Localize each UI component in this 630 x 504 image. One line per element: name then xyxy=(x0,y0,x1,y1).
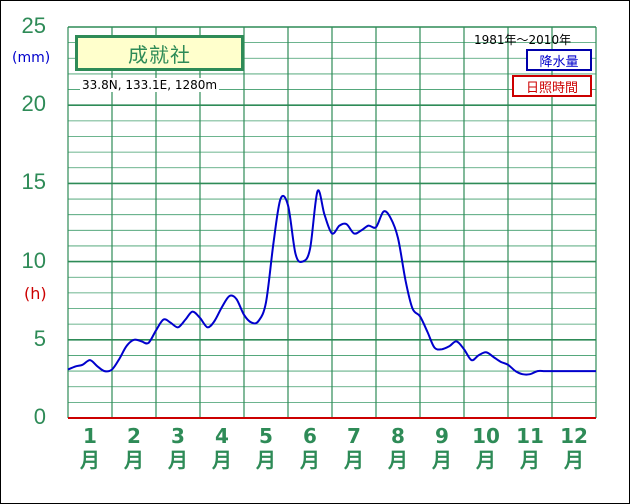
month-unit: 月 xyxy=(168,448,188,472)
month-unit: 月 xyxy=(212,448,232,472)
month-number: 9 xyxy=(435,424,449,448)
series-layer xyxy=(67,189,596,376)
y-unit-h: (h) xyxy=(24,284,47,303)
data-period: 1981年〜2010年 xyxy=(474,33,572,47)
month-unit: 月 xyxy=(564,448,584,472)
month-unit: 月 xyxy=(388,448,408,472)
chart-title: 成就社 xyxy=(75,35,244,71)
month-unit: 月 xyxy=(124,448,144,472)
month-unit: 月 xyxy=(300,448,320,472)
y-tick-label: 5 xyxy=(33,325,46,351)
month-unit: 月 xyxy=(256,448,276,472)
y-tick-label: 0 xyxy=(33,404,46,429)
month-number: 4 xyxy=(215,424,229,448)
y-tick-label: 20 xyxy=(21,91,46,117)
month-unit: 月 xyxy=(476,448,496,472)
y-tick-label: 10 xyxy=(21,247,46,273)
x-tick-label: 12 月 xyxy=(554,424,594,472)
series-line-precipitation xyxy=(67,189,596,376)
location-coordinates: 33.8N, 133.1E, 1280m xyxy=(80,78,220,92)
month-number: 12 xyxy=(560,424,588,448)
x-tick-label: 10 月 xyxy=(466,424,506,472)
month-number: 1 xyxy=(83,424,97,448)
month-number: 7 xyxy=(347,424,361,448)
month-unit: 月 xyxy=(344,448,364,472)
month-number: 5 xyxy=(259,424,273,448)
y-tick-label: 15 xyxy=(21,169,46,195)
month-number: 10 xyxy=(472,424,500,448)
month-number: 2 xyxy=(127,424,141,448)
y-unit-mm: (mm) xyxy=(12,50,51,66)
month-number: 3 xyxy=(171,424,185,448)
month-number: 11 xyxy=(516,424,544,448)
legend-sunshine: 日照時間 xyxy=(512,75,592,97)
month-unit: 月 xyxy=(520,448,540,472)
month-number: 6 xyxy=(303,424,317,448)
month-unit: 月 xyxy=(432,448,452,472)
month-number: 8 xyxy=(391,424,405,448)
x-tick-label: 11 月 xyxy=(510,424,550,472)
y-tick-label: 25 xyxy=(21,13,46,38)
month-unit: 月 xyxy=(80,448,100,472)
legend-precipitation: 降水量 xyxy=(526,49,592,71)
grid-layer xyxy=(67,26,597,419)
